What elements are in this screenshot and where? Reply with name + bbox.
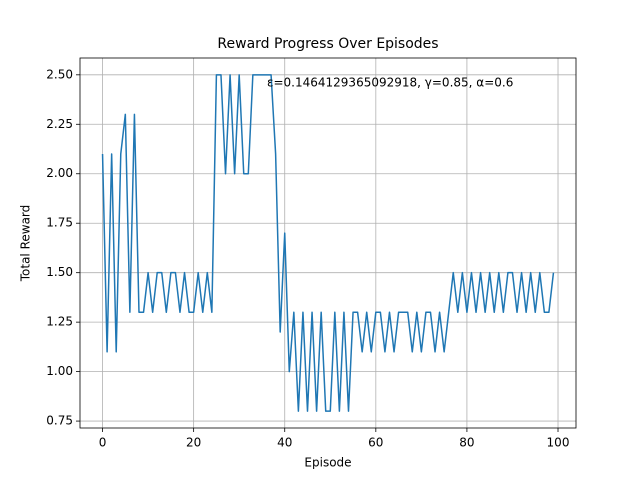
chart-title: Reward Progress Over Episodes (217, 36, 438, 52)
y-tick-label: 2.25 (46, 117, 73, 131)
y-tick-label: 1.75 (46, 216, 73, 230)
x-tick-label: 80 (459, 436, 474, 450)
y-tick-label: 2.00 (46, 166, 73, 180)
plot-frame (79, 57, 577, 429)
y-tick-label: 1.25 (46, 315, 73, 329)
x-axis-label: Episode (304, 456, 351, 470)
line (101, 74, 555, 412)
y-tick-label: 1.50 (46, 265, 73, 279)
x-tick-label: 40 (277, 436, 292, 450)
x-tick-label: 60 (368, 436, 383, 450)
y-tick-label: 0.75 (46, 414, 73, 428)
y-tick-label: 1.00 (46, 364, 73, 378)
y-axis-label: Total Reward (19, 205, 33, 283)
annotation: ε=0.1464129365092918, γ=0.85, α=0.6 (267, 76, 513, 90)
x-tick-label: 0 (99, 436, 107, 450)
y-tick-label: 2.50 (46, 67, 73, 81)
x-tick-label: 20 (186, 436, 201, 450)
x-tick-label: 100 (547, 436, 570, 450)
